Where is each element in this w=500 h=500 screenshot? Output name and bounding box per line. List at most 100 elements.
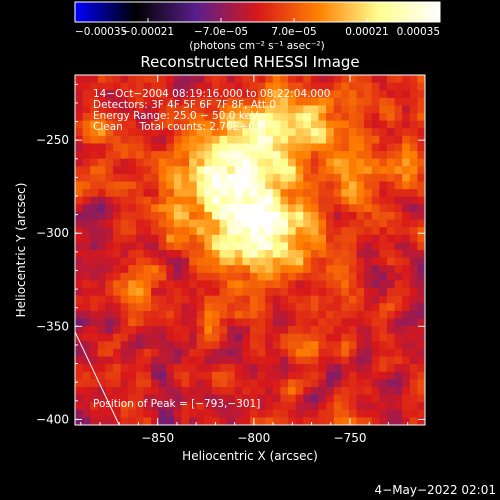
heatmap-cell (417, 303, 425, 312)
heatmap-cell (341, 219, 350, 228)
heatmap-cell (333, 97, 342, 107)
heatmap-cell (82, 120, 91, 129)
heatmap-cell (151, 173, 160, 183)
heatmap-cell (326, 166, 335, 175)
heatmap-cell (356, 310, 365, 320)
heatmap-cell (356, 318, 365, 327)
heatmap-cell (227, 158, 236, 167)
heatmap-cell (288, 417, 297, 425)
heatmap-cell (333, 310, 342, 320)
heatmap-cell (417, 402, 425, 411)
heatmap-cell (97, 234, 107, 243)
heatmap-cell (82, 364, 91, 373)
x-tick-label-2: −750 (334, 431, 367, 445)
heatmap-cell (356, 333, 365, 342)
heatmap-cell (75, 173, 84, 183)
heatmap-cell (303, 227, 312, 236)
heatmap-cell (97, 371, 107, 380)
heatmap-cell (82, 265, 91, 274)
heatmap-cell (333, 128, 342, 137)
heatmap-cell (341, 318, 350, 327)
heatmap-cell (280, 333, 289, 342)
heatmap-cell (158, 143, 167, 152)
heatmap-cell (280, 143, 289, 152)
heatmap-cell (318, 394, 327, 403)
heatmap-cell (173, 97, 183, 107)
heatmap-cell (280, 417, 289, 425)
heatmap-cell (158, 105, 167, 114)
heatmap-cell (219, 318, 228, 327)
heatmap-cell (409, 166, 418, 175)
heatmap-cell (257, 318, 266, 327)
heatmap-cell (75, 97, 84, 107)
heatmap-cell (242, 143, 251, 152)
heatmap-cell (219, 341, 228, 350)
heatmap-cell (394, 356, 403, 365)
heatmap-cell (173, 189, 183, 198)
heatmap-cell (135, 326, 145, 335)
heatmap-cell (189, 348, 198, 358)
heatmap-cell (196, 364, 205, 373)
heatmap-cell (310, 151, 320, 160)
heatmap-cell (295, 288, 304, 297)
heatmap-cell (135, 288, 145, 297)
heatmap-cell (272, 295, 282, 304)
heatmap-cell (173, 333, 183, 342)
colorbar-tick-label-5: 0.00035 (397, 26, 440, 38)
heatmap-cell (348, 394, 358, 403)
heatmap-cell (227, 348, 236, 358)
heatmap-cell (257, 409, 266, 418)
heatmap-cell (120, 113, 129, 122)
heatmap-cell (120, 288, 129, 297)
heatmap-cell (341, 303, 350, 312)
heatmap-cell (333, 143, 342, 152)
heatmap-cell (409, 257, 418, 266)
heatmap-cell (333, 189, 342, 198)
heatmap-cell (211, 326, 221, 335)
heatmap-cell (402, 356, 411, 365)
heatmap-cell (219, 173, 228, 183)
heatmap-cell (120, 341, 129, 350)
heatmap-cell (143, 272, 152, 282)
heatmap-cell (173, 173, 183, 183)
heatmap-cell (105, 364, 114, 373)
heatmap-cell (75, 295, 84, 304)
heatmap-cell (143, 173, 152, 183)
heatmap-cell (318, 120, 327, 129)
heatmap-cell (386, 326, 396, 335)
heatmap-cell (341, 356, 350, 365)
heatmap-cell (128, 189, 137, 198)
heatmap-cell (386, 234, 396, 243)
heatmap-cell (417, 158, 425, 167)
heatmap-cell (409, 158, 418, 167)
heatmap-cell (379, 97, 388, 107)
heatmap-cell (166, 90, 175, 99)
heatmap-cell (326, 257, 335, 266)
heatmap-cell (181, 280, 190, 289)
heatmap-cell (402, 371, 411, 380)
heatmap-cell (409, 272, 418, 282)
heatmap-cell (128, 158, 137, 167)
heatmap-cell (326, 386, 335, 396)
heatmap-cell (364, 82, 373, 91)
heatmap-cell (333, 211, 342, 221)
heatmap-cell (364, 386, 373, 396)
heatmap-cell (90, 417, 99, 425)
heatmap-cell (173, 90, 183, 99)
heatmap-cell (166, 394, 175, 403)
heatmap-cell (234, 204, 243, 213)
heatmap-cell (417, 356, 425, 365)
heatmap-cell (250, 90, 259, 99)
heatmap-cell (402, 128, 411, 137)
heatmap-cell (379, 173, 388, 183)
heatmap-cell (341, 333, 350, 342)
heatmap-cell (151, 288, 160, 297)
heatmap-cell (82, 394, 91, 403)
heatmap-cell (196, 211, 205, 221)
heatmap-cell (310, 295, 320, 304)
x-axis-label: Heliocentric X (arcsec) (182, 449, 318, 463)
heatmap-cell (318, 151, 327, 160)
heatmap-cell (371, 234, 380, 243)
heatmap-cell (295, 166, 304, 175)
heatmap-cell (219, 128, 228, 137)
